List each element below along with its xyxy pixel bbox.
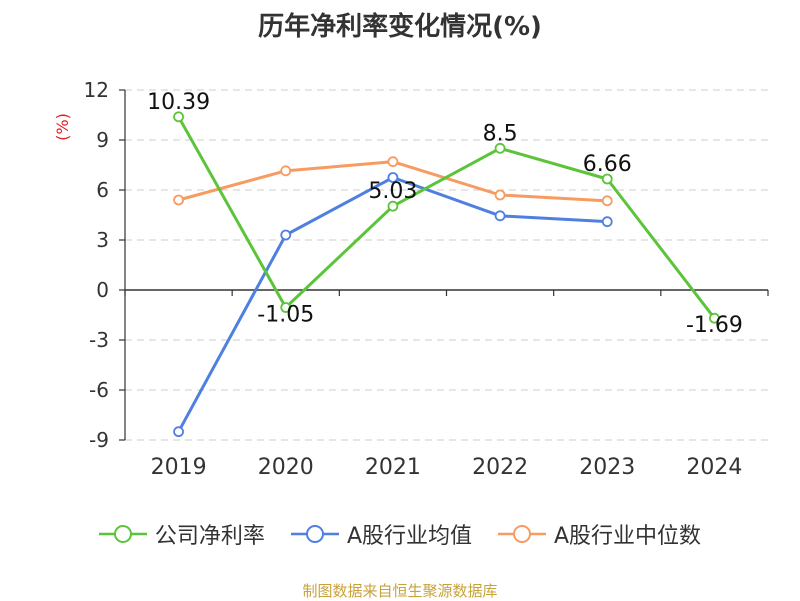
data-point	[387, 172, 399, 183]
legend-item-industry-mean[interactable]: A股行业均值	[290, 518, 472, 550]
x-tick-label: 2020	[258, 455, 314, 480]
legend-item-company-net-margin[interactable]: 公司净利率	[98, 518, 265, 550]
y-tick-label: 9	[96, 128, 109, 152]
data-point	[280, 229, 292, 241]
x-tick-label: 2022	[472, 455, 528, 480]
data-point	[387, 156, 399, 168]
data-label: 5.03	[368, 179, 417, 204]
data-labels: 10.39 -1.05 5.03 8.5 6.66 -1.69	[147, 90, 743, 338]
data-label: -1.69	[686, 313, 743, 338]
data-label: 10.39	[147, 90, 210, 115]
legend-label: A股行业均值	[346, 524, 472, 549]
axes: 12 9 6 3 0 -3 -6 -9 2019 2020 2021 2022 2023 2024	[84, 78, 769, 480]
y-tick-label: 3	[96, 228, 109, 252]
series-line	[177, 116, 716, 320]
legend: 公司净利率 A股行业均值 A股行业中位数	[0, 518, 800, 550]
data-point	[709, 312, 720, 324]
x-tick-label: 2021	[365, 455, 421, 480]
legend-marker-green	[98, 525, 147, 543]
data-point	[494, 189, 506, 201]
data-label: 8.5	[483, 121, 518, 146]
legend-marker-orange	[498, 525, 546, 543]
y-tick-label: 12	[84, 78, 109, 102]
data-label: 6.66	[583, 152, 632, 177]
legend-label: 公司净利率	[154, 524, 265, 549]
chart-title: 历年净利率变化情况(%)	[258, 12, 542, 42]
data-point	[387, 200, 399, 212]
legend-label: A股行业中位数	[554, 524, 702, 549]
data-point	[173, 194, 184, 206]
y-tick-label: -9	[89, 428, 109, 452]
data-point	[280, 302, 292, 313]
x-tick-label: 2023	[579, 455, 635, 480]
legend-marker-blue	[290, 525, 339, 543]
data-point	[173, 111, 184, 123]
data-point	[494, 142, 506, 154]
x-tick-label: 2024	[686, 455, 742, 480]
x-tick-label: 2019	[151, 455, 207, 480]
y-tick-label: -3	[89, 328, 109, 352]
data-point	[601, 173, 613, 185]
y-tick-label: -6	[89, 378, 109, 402]
grid-lines	[125, 89, 768, 441]
data-point	[280, 165, 292, 177]
data-point	[601, 216, 613, 228]
y-tick-label: 6	[96, 178, 109, 202]
y-tick-label: 0	[96, 278, 109, 302]
y-axis-unit-label: (%)	[53, 113, 72, 141]
source-note: 制图数据来自恒生聚源数据库	[302, 582, 498, 600]
series-lines	[173, 111, 720, 438]
legend-item-industry-median[interactable]: A股行业中位数	[498, 518, 701, 550]
data-label: -1.05	[257, 303, 314, 328]
series-line	[177, 176, 608, 433]
data-point	[494, 210, 506, 222]
data-point	[601, 195, 613, 207]
data-point	[173, 426, 184, 438]
